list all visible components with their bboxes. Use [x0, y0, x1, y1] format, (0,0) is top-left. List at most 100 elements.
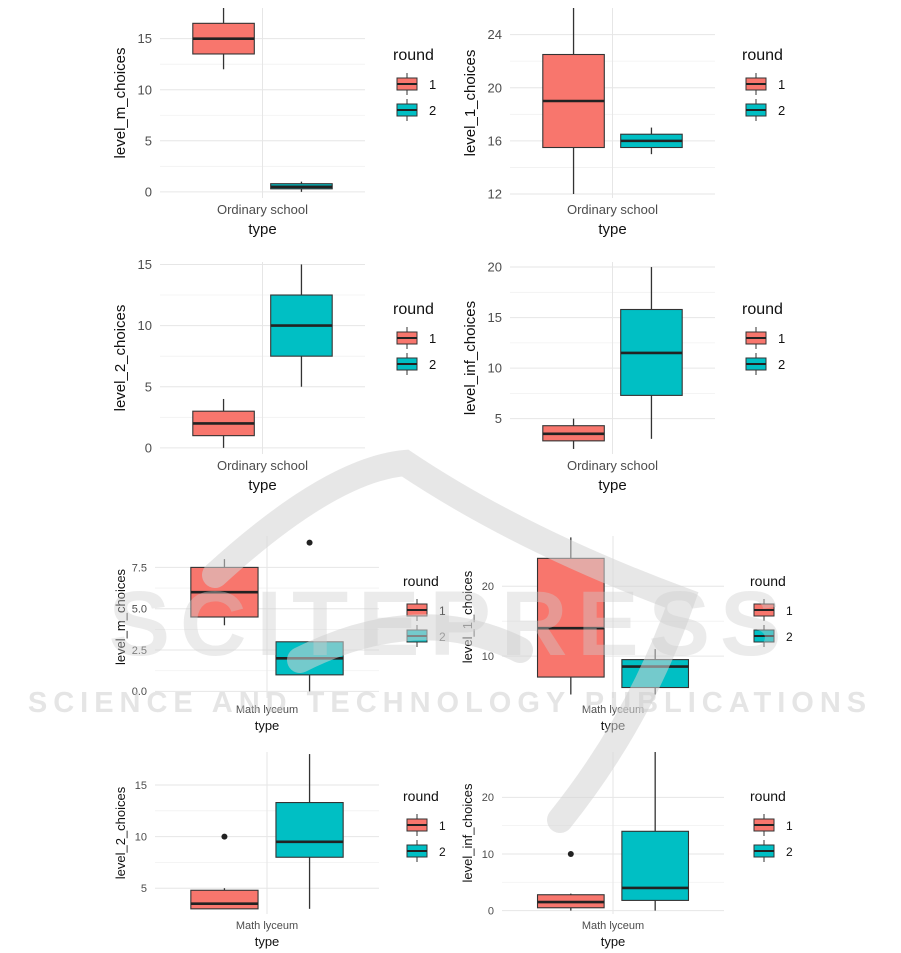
y-tick-label: 20 — [488, 80, 502, 95]
y-tick-label: 15 — [138, 31, 152, 46]
y-tick-label: 5 — [141, 883, 147, 895]
legend-label: 1 — [778, 331, 785, 346]
legend-title: round — [403, 788, 439, 804]
chart-panel: 10 20 level_1_choices Math lyceum type round 1… — [460, 536, 793, 733]
y-tick-label: 20 — [488, 260, 502, 275]
y-axis-title: level_m_choices — [112, 48, 129, 159]
x-axis-title: type — [255, 934, 280, 949]
y-tick-label: 15 — [135, 780, 147, 792]
x-axis-title: type — [601, 934, 626, 949]
legend-title: round — [750, 573, 786, 589]
box-round-1 — [190, 889, 259, 910]
y-tick-label: 10 — [488, 361, 502, 376]
legend-label: 1 — [429, 77, 436, 92]
x-axis-title: type — [248, 221, 276, 238]
y-tick-label: 10 — [482, 651, 494, 663]
y-tick-label: 10 — [482, 849, 494, 861]
legend-label: 2 — [429, 357, 436, 372]
y-axis-title: level_m_choices — [113, 568, 128, 665]
legend-title: round — [742, 47, 783, 64]
y-axis-title: level_2_choices — [112, 305, 129, 412]
legend: round 1 2 — [403, 573, 446, 647]
chart-panel: 0 10 20 level_inf_choices Math lyceum type rou… — [460, 752, 793, 949]
legend-title: round — [742, 301, 783, 318]
chart-panel: 0 5 10 15 level_2_choices Ordinary school type… — [112, 257, 436, 494]
legend-label: 2 — [429, 103, 436, 118]
legend-title: round — [393, 47, 434, 64]
legend-label: 2 — [786, 630, 793, 644]
x-axis-title: type — [601, 718, 626, 733]
outlier-point — [567, 850, 574, 857]
box-round-2 — [621, 830, 690, 901]
x-tick-label: Math lyceum — [236, 920, 298, 932]
y-tick-label: 10 — [138, 82, 152, 97]
y-axis-title: level_inf_choices — [462, 301, 479, 415]
y-tick-label: 12 — [488, 187, 502, 202]
y-tick-label: 0 — [488, 905, 494, 917]
y-tick-label: 5 — [145, 379, 152, 394]
y-tick-label: 0.0 — [132, 686, 147, 698]
x-tick-label: Ordinary school — [567, 458, 658, 473]
y-axis-title: level_1_choices — [462, 50, 479, 157]
chart-panel: 0.0 2.5 5.0 7.5 level_m_choices Math lyceum ty… — [113, 536, 446, 733]
outlier-point — [221, 833, 228, 840]
y-tick-label: 15 — [138, 257, 152, 272]
y-axis-title: level_1_choices — [460, 570, 475, 663]
legend-label: 1 — [439, 819, 446, 833]
x-axis-title: type — [598, 221, 626, 238]
legend: round 1 2 — [742, 301, 785, 375]
x-tick-label: Math lyceum — [582, 704, 644, 716]
y-tick-label: 15 — [488, 310, 502, 325]
y-axis-title: level_inf_choices — [460, 783, 475, 883]
x-axis-title: type — [255, 718, 280, 733]
y-tick-label: 5 — [145, 133, 152, 148]
legend-label: 2 — [439, 630, 446, 644]
legend-label: 1 — [786, 819, 793, 833]
y-tick-label: 7.5 — [132, 562, 147, 574]
y-tick-label: 20 — [482, 792, 494, 804]
y-tick-label: 0 — [145, 184, 152, 199]
legend-label: 1 — [786, 604, 793, 618]
legend: round 1 2 — [750, 573, 793, 647]
legend-label: 1 — [439, 604, 446, 618]
chart-panel: 5 10 15 level_2_choices Math lyceum type round… — [113, 752, 446, 949]
legend-label: 2 — [778, 357, 785, 372]
chart-panel: 0 5 10 15 level_m_choices Ordinary school type… — [112, 8, 436, 238]
chart-panel: 5 10 15 20 level_inf_choices Ordinary school t… — [462, 260, 785, 494]
y-tick-label: 5.0 — [132, 604, 147, 616]
legend-label: 2 — [786, 845, 793, 859]
x-tick-label: Math lyceum — [582, 920, 644, 932]
legend-label: 2 — [439, 845, 446, 859]
y-tick-label: 5 — [495, 411, 502, 426]
legend: round 1 2 — [393, 301, 436, 375]
box-round-2 — [275, 802, 344, 858]
legend-label: 1 — [429, 331, 436, 346]
legend-title: round — [403, 573, 439, 589]
legend: round 1 2 — [403, 788, 446, 862]
x-tick-label: Math lyceum — [236, 704, 298, 716]
legend: round 1 2 — [750, 788, 793, 862]
x-tick-label: Ordinary school — [217, 202, 308, 217]
y-tick-label: 10 — [138, 318, 152, 333]
x-axis-title: type — [598, 477, 626, 494]
legend-title: round — [750, 788, 786, 804]
box-round-2 — [621, 659, 690, 689]
y-tick-label: 16 — [488, 133, 502, 148]
x-axis-title: type — [248, 477, 276, 494]
legend-title: round — [393, 301, 434, 318]
legend: round 1 2 — [393, 47, 436, 121]
legend-label: 1 — [778, 77, 785, 92]
y-tick-label: 24 — [488, 27, 502, 42]
x-tick-label: Ordinary school — [217, 458, 308, 473]
x-tick-label: Ordinary school — [567, 202, 658, 217]
y-tick-label: 0 — [145, 440, 152, 455]
y-tick-label: 10 — [135, 831, 147, 843]
outlier-point — [306, 539, 313, 546]
box-round-1 — [536, 557, 605, 678]
y-tick-label: 20 — [482, 581, 494, 593]
y-tick-label: 2.5 — [132, 645, 147, 657]
legend: round 1 2 — [742, 47, 785, 121]
legend-label: 2 — [778, 103, 785, 118]
